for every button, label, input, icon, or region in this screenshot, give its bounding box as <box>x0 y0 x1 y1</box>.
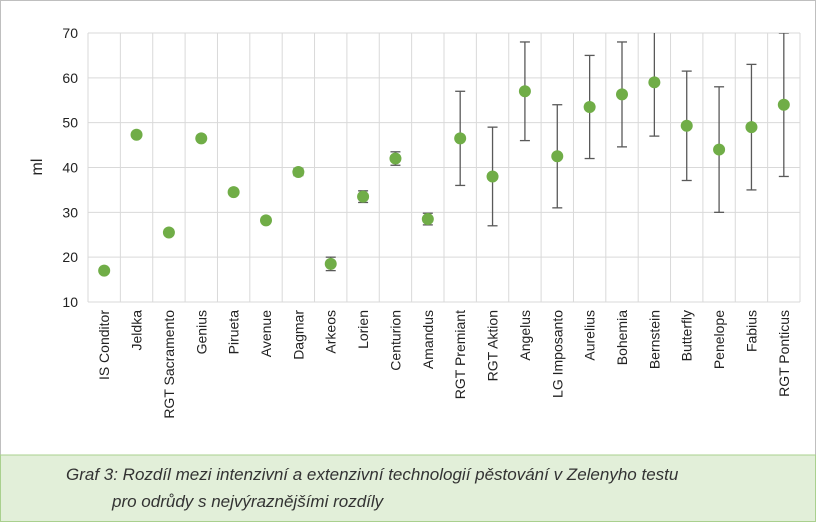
y-axis-label: ml <box>29 159 46 176</box>
y-tick-label: 30 <box>62 204 78 220</box>
point <box>357 190 370 203</box>
x-tick-label: IS Conditor <box>96 310 112 380</box>
point <box>648 76 661 89</box>
point <box>616 88 628 101</box>
x-tick-label: RGT Sacramento <box>161 310 177 419</box>
x-tick-label: Avenue <box>258 310 274 357</box>
x-tick-label: RGT Ponticus <box>776 310 792 397</box>
x-tick-label: Dagmar <box>290 310 306 360</box>
point <box>486 170 499 183</box>
x-tick-label: Genius <box>193 310 209 354</box>
y-tick-label: 60 <box>62 70 78 86</box>
point <box>195 132 208 145</box>
y-tick-label: 40 <box>62 160 78 176</box>
x-tick-label: Lorien <box>355 310 371 349</box>
x-tick-label: Jeldka <box>129 310 145 351</box>
point <box>324 257 337 270</box>
x-tick-label: Butterfly <box>679 310 695 361</box>
point <box>98 264 111 277</box>
x-tick-label: Pirueta <box>226 310 242 355</box>
caption: pro odrůdy s nejvýraznějšími rozdíly <box>111 492 385 511</box>
point <box>292 165 305 178</box>
x-tick-label: Centurion <box>387 310 403 371</box>
caption-box <box>0 454 816 522</box>
point <box>713 143 726 156</box>
point <box>162 226 175 239</box>
caption: Graf 3: Rozdíl mezi intenzivní a extenzi… <box>66 465 679 484</box>
y-tick-label: 20 <box>62 249 78 265</box>
x-tick-label: Bohemia <box>614 310 630 365</box>
x-tick-label: Fabius <box>743 310 759 352</box>
point <box>777 98 790 111</box>
x-tick-label: Amandus <box>420 310 436 369</box>
x-tick-label: Bernstein <box>646 310 662 369</box>
x-tick-label: RGT Aktion <box>485 310 501 381</box>
point <box>421 213 434 226</box>
point <box>130 128 143 141</box>
point <box>551 150 564 163</box>
x-tick-label: LG Imposanto <box>549 310 565 398</box>
point <box>454 132 467 145</box>
x-tick-label: Arkeos <box>323 310 339 354</box>
point <box>518 85 531 98</box>
point <box>260 214 272 227</box>
point <box>389 152 402 165</box>
x-tick-label: Angelus <box>517 310 533 361</box>
y-tick-label: 50 <box>62 115 78 131</box>
point <box>583 100 596 113</box>
point <box>745 121 758 134</box>
x-tick-label: Penelope <box>711 310 727 369</box>
point <box>680 119 693 132</box>
y-tick-label: 10 <box>62 294 78 310</box>
point <box>227 186 240 199</box>
y-tick-label: 70 <box>62 25 78 41</box>
x-tick-label: RGT Premiant <box>452 310 468 399</box>
x-tick-label: Aurelius <box>582 310 598 361</box>
